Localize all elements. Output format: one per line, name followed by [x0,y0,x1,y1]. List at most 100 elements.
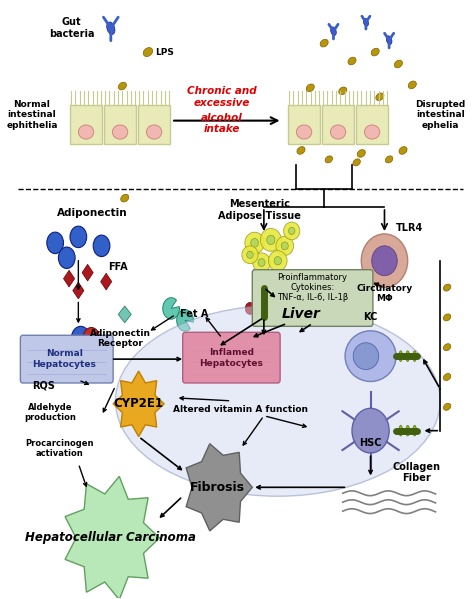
Text: Collagen
Fiber: Collagen Fiber [393,462,441,483]
Ellipse shape [345,331,396,382]
FancyBboxPatch shape [356,105,388,144]
Text: Normal
intestinal
ephithelia: Normal intestinal ephithelia [6,100,58,129]
Ellipse shape [331,27,336,35]
Circle shape [246,302,255,314]
Ellipse shape [296,125,312,139]
Ellipse shape [371,49,379,56]
Ellipse shape [386,36,392,44]
Ellipse shape [365,125,380,139]
Polygon shape [100,273,112,290]
Ellipse shape [361,234,408,288]
Ellipse shape [112,125,128,139]
Text: FFA: FFA [108,262,128,272]
Ellipse shape [260,228,281,252]
Polygon shape [65,476,160,599]
Text: Adiponectin
Receptor: Adiponectin Receptor [90,329,151,348]
Ellipse shape [364,19,368,26]
Ellipse shape [443,403,451,410]
Ellipse shape [443,314,451,321]
FancyBboxPatch shape [252,270,373,326]
Text: Normal
Hepatocytes: Normal Hepatocytes [33,349,96,369]
Text: Inflamed
Hepatocytes: Inflamed Hepatocytes [200,348,264,368]
Polygon shape [113,371,164,437]
Circle shape [93,235,110,256]
Ellipse shape [281,242,288,250]
Ellipse shape [251,238,258,247]
Ellipse shape [443,344,451,350]
Ellipse shape [143,47,153,56]
Ellipse shape [245,232,264,253]
Ellipse shape [353,159,360,166]
Ellipse shape [399,147,407,155]
Text: TLR4: TLR4 [396,223,424,233]
Ellipse shape [406,351,410,362]
Ellipse shape [306,84,314,92]
Text: Fibrosis: Fibrosis [190,481,245,494]
Ellipse shape [399,351,402,362]
FancyBboxPatch shape [104,105,136,144]
Text: Gut
bacteria: Gut bacteria [49,17,94,39]
Ellipse shape [116,305,440,496]
Text: Disrupted
intestinal
ephelia: Disrupted intestinal ephelia [415,100,465,129]
Polygon shape [186,444,252,531]
Text: Aldehyde
production: Aldehyde production [25,403,76,422]
Text: Chronic and
excessive: Chronic and excessive [187,86,257,108]
Ellipse shape [320,40,328,47]
Text: Adiponectin: Adiponectin [57,208,128,218]
Ellipse shape [289,227,295,235]
Text: Circulatory
MΦ: Circulatory MΦ [356,284,412,303]
Ellipse shape [443,374,451,380]
Ellipse shape [399,425,402,436]
Ellipse shape [260,291,268,297]
Text: LPS: LPS [155,47,174,56]
Ellipse shape [247,251,253,258]
Ellipse shape [353,343,379,370]
Ellipse shape [348,57,356,65]
FancyBboxPatch shape [138,105,170,144]
Ellipse shape [269,250,287,271]
Ellipse shape [118,82,127,90]
Ellipse shape [276,236,293,255]
Ellipse shape [325,156,333,163]
Circle shape [58,247,75,268]
Ellipse shape [107,22,115,35]
FancyBboxPatch shape [20,335,113,383]
Wedge shape [163,298,180,319]
Circle shape [72,326,90,350]
Ellipse shape [253,253,270,272]
Text: HSC: HSC [359,438,382,447]
Wedge shape [83,328,100,338]
FancyBboxPatch shape [70,105,102,144]
Ellipse shape [267,235,275,244]
Ellipse shape [385,156,393,163]
Ellipse shape [258,259,265,267]
Text: Liver: Liver [282,307,320,322]
Ellipse shape [406,425,410,436]
Ellipse shape [339,87,347,95]
Polygon shape [82,264,93,281]
Ellipse shape [121,194,129,202]
Ellipse shape [413,351,417,362]
Ellipse shape [260,302,268,308]
FancyBboxPatch shape [322,105,354,144]
Ellipse shape [394,60,402,68]
FancyBboxPatch shape [288,105,320,144]
Circle shape [47,232,64,253]
Circle shape [70,226,87,247]
Text: Altered vitamin A function: Altered vitamin A function [173,406,308,415]
Ellipse shape [274,256,282,265]
Ellipse shape [283,222,300,240]
Text: Proinflammatory
Cytokines:
TNF-α, IL-6, IL-1β: Proinflammatory Cytokines: TNF-α, IL-6, … [277,273,348,302]
Text: Hepatocellular Carcinoma: Hepatocellular Carcinoma [26,531,196,544]
Ellipse shape [260,311,268,317]
Text: RQS: RQS [32,381,55,391]
Text: Fet A: Fet A [180,310,209,319]
Text: Mesenteric
Adipose Tissue: Mesenteric Adipose Tissue [218,199,301,221]
Ellipse shape [443,284,451,291]
Ellipse shape [146,125,162,139]
Text: alcohol
intake: alcohol intake [201,113,243,134]
Ellipse shape [372,246,397,276]
Ellipse shape [357,150,365,158]
Text: KC: KC [364,313,378,322]
Polygon shape [64,270,74,287]
